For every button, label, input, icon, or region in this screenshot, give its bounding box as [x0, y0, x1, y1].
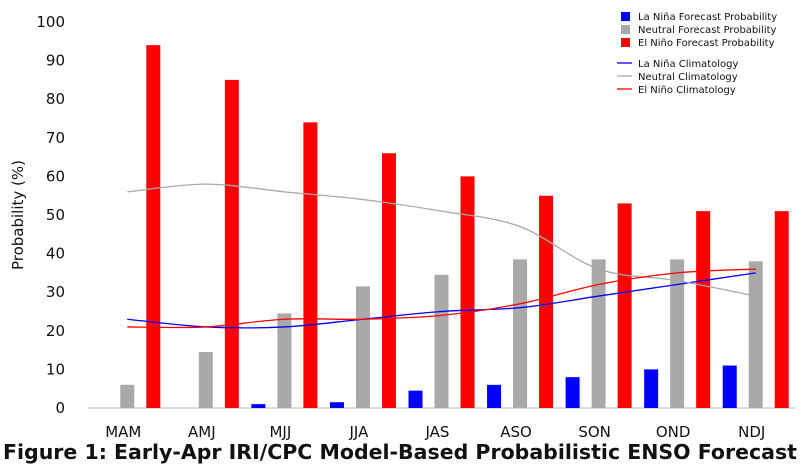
axes: 0 10 20 30 40 50 60 70 80 90 100 MAM AMJ MJJ JJA JAS ASO…	[9, 13, 795, 441]
bar-la-nina	[487, 384, 502, 408]
bar-neutral	[198, 352, 213, 408]
bar-el-nino	[224, 79, 239, 409]
bar-el-nino	[774, 211, 789, 408]
legend-label: El Niño Climatology	[638, 85, 736, 96]
bar-el-nino	[617, 203, 632, 408]
bar-neutral	[120, 384, 135, 408]
y-tick-label: 100	[36, 13, 65, 31]
legend-label: La Niña Climatology	[638, 59, 738, 70]
y-tick-label: 40	[46, 245, 65, 263]
neutral-climatology-line	[127, 183, 756, 297]
bar-neutral	[355, 286, 370, 408]
bar-la-nina	[565, 377, 580, 408]
bar-el-nino	[381, 153, 396, 408]
bar-neutral	[748, 261, 763, 408]
bar-la-nina	[251, 404, 266, 408]
x-tick-label: JAS	[425, 423, 450, 441]
y-tick-label: 10	[46, 360, 65, 378]
y-tick-label: 70	[46, 129, 65, 147]
climatology-lines	[127, 183, 756, 329]
legend-swatch	[621, 12, 630, 21]
bar-el-nino	[146, 45, 161, 408]
figure-caption: Figure 1: Early-Apr IRI/CPC Model-Based …	[3, 440, 797, 464]
legend-swatch	[621, 25, 630, 34]
y-tick-label: 60	[46, 167, 65, 185]
x-tick-label: MJJ	[269, 423, 291, 441]
y-tick-label: 80	[46, 90, 65, 108]
legend-label: El Niño Forecast Probability	[638, 38, 775, 49]
legend-label: La Niña Forecast Probability	[638, 12, 777, 23]
legend-label: Neutral Forecast Probability	[638, 25, 777, 36]
la-nina-climatology-line	[127, 272, 756, 329]
x-tick-label: JJA	[349, 423, 370, 441]
y-tick-label: 20	[46, 322, 65, 340]
y-tick-label: 30	[46, 283, 65, 301]
bar-la-nina	[722, 365, 737, 408]
bar-neutral	[277, 313, 292, 408]
legend: La Niña Forecast Probability Neutral Fore…	[617, 12, 777, 96]
y-tick-label: 0	[55, 399, 65, 417]
legend-swatch	[621, 38, 630, 47]
bars	[120, 45, 789, 409]
bar-la-nina	[408, 390, 423, 408]
bar-el-nino	[539, 195, 554, 408]
x-tick-label: MAM	[105, 423, 141, 441]
bar-neutral	[591, 259, 606, 408]
y-axis-label: Probability (%)	[9, 160, 27, 270]
bar-neutral	[670, 259, 685, 408]
bar-el-nino	[303, 122, 318, 409]
bar-el-nino	[696, 211, 711, 408]
x-tick-label: AMJ	[188, 423, 216, 441]
bar-el-nino	[460, 176, 475, 408]
bar-la-nina	[329, 402, 344, 408]
x-tick-label: SON	[578, 423, 611, 441]
x-tick-label: NDJ	[738, 423, 765, 441]
bar-neutral	[513, 259, 528, 408]
legend-label: Neutral Climatology	[638, 72, 738, 83]
bar-neutral	[434, 274, 449, 408]
el-nino-climatology-line	[127, 268, 756, 329]
y-tick-label: 50	[46, 206, 65, 224]
bar-la-nina	[644, 369, 659, 408]
x-tick-label: ASO	[500, 423, 532, 441]
y-tick-label: 90	[46, 52, 65, 70]
x-tick-label: OND	[656, 423, 691, 441]
